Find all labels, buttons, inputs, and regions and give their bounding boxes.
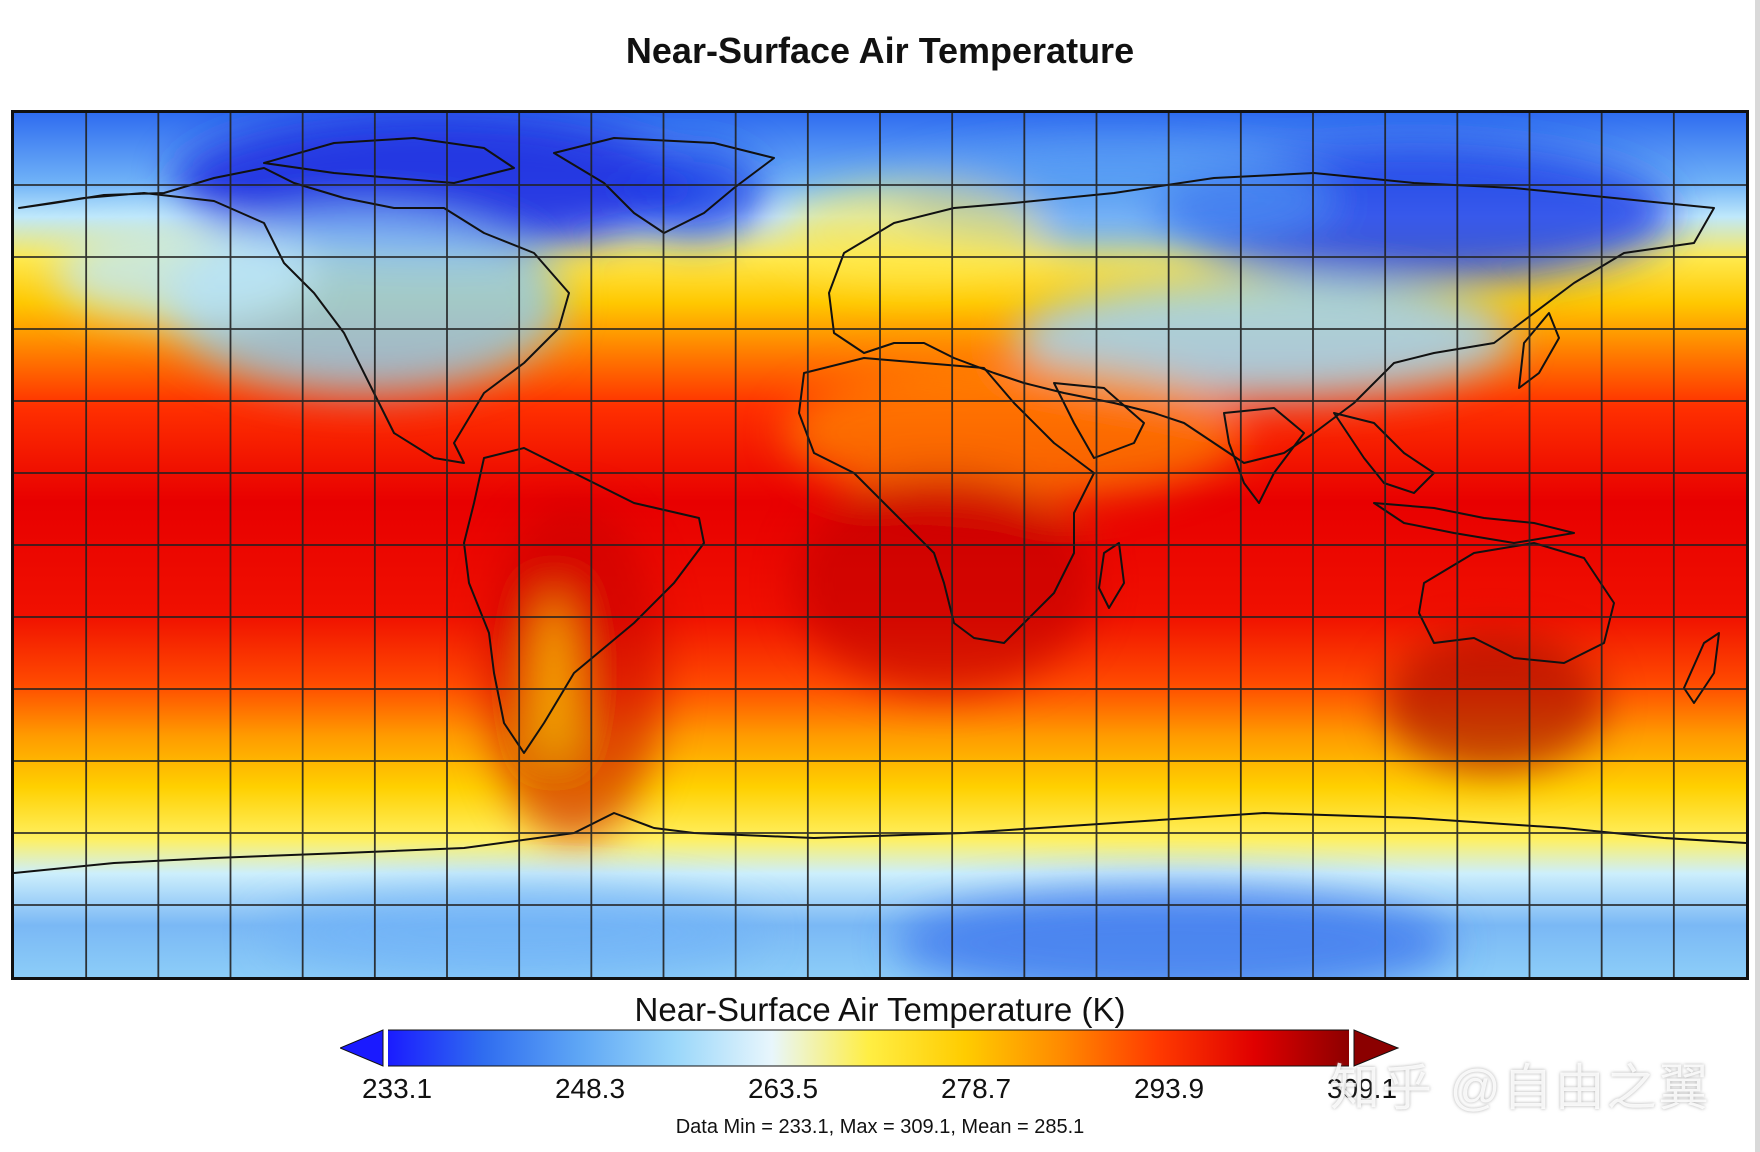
colorbar-tick: 278.7 (940, 1073, 1012, 1104)
japan-outline (1518, 312, 1560, 389)
colorbar-tick: 263.5 (747, 1073, 819, 1104)
europe-asia-outline (828, 172, 1715, 464)
colorbar-min-arrow (340, 1029, 384, 1067)
indonesia-outline (1373, 502, 1575, 544)
arabia-outline (1053, 382, 1145, 459)
watermark: 知乎 @自由之翼 (1330, 1060, 1711, 1116)
colorbar-gradient (385, 1029, 1352, 1067)
southeast-asia-outline (1333, 412, 1435, 494)
north-america-outline (18, 167, 570, 464)
colorbar (340, 1028, 1400, 1068)
data-stats: Data Min = 233.1, Max = 309.1, Mean = 28… (675, 1116, 1085, 1138)
colorbar-max-arrow (1353, 1029, 1400, 1067)
colorbar-tick: 233.1 (361, 1073, 433, 1104)
graticule (14, 113, 1746, 977)
arctic-islands-outline (263, 137, 515, 184)
south-america-outline (463, 447, 705, 754)
temperature-map (14, 113, 1746, 977)
colorbar-tick: 248.3 (554, 1073, 626, 1104)
map-title: Near-Surface Air Temperature (625, 30, 1135, 71)
colorbar-tick: 309.1 (1326, 1073, 1398, 1104)
colorbar-title: Near-Surface Air Temperature (K) (634, 991, 1126, 1028)
india-outline (1223, 407, 1305, 504)
colorbar-tick-labels: 233.1 248.3 263.5 278.7 293.9 309.1 (0, 1073, 1760, 1113)
colorbar-tick: 293.9 (1133, 1073, 1205, 1104)
map-panel (11, 110, 1749, 980)
new-zealand-outline (1683, 632, 1720, 704)
page-edge (1755, 0, 1760, 1152)
